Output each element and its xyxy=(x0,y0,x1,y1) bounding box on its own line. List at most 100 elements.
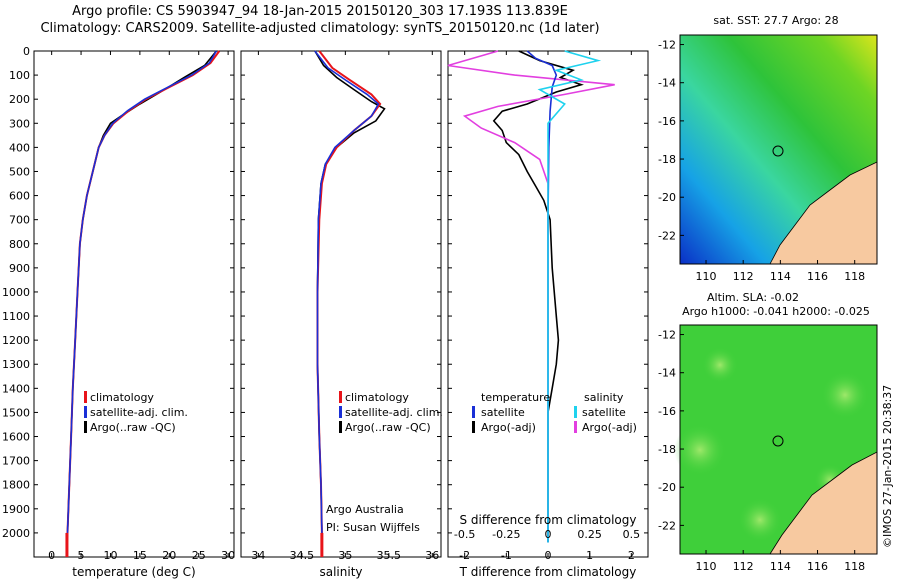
salinity-tick-label: 36 xyxy=(425,549,439,562)
depth-tick-label: 0 xyxy=(23,45,30,58)
sla-argo-marker xyxy=(772,435,784,447)
salinity-tick-label: 35 xyxy=(338,549,352,562)
map-lat-tick-label: -14 xyxy=(658,367,676,380)
legend-argo: Argo(..raw -QC) xyxy=(90,421,176,434)
legend-s-argo: Argo(-adj) xyxy=(582,421,637,434)
map-lat-tick-label: -18 xyxy=(658,153,676,166)
series-line-temperature-satellite-adj-clim- xyxy=(66,50,218,546)
sst-map: sat. SST: 27.7 Argo: 28 -12 -14 -16 -18 -20 -… xyxy=(658,14,878,283)
legend-swatch-satellite xyxy=(84,406,87,418)
map-lat-tick-label: -16 xyxy=(658,115,676,128)
depth-tick-label: 800 xyxy=(9,238,30,251)
sla-map-title1: Altim. SLA: -0.02 xyxy=(707,291,799,304)
difference-t-tick-label: 2 xyxy=(628,549,635,562)
temperature-legend: climatology satellite-adj. clim. Argo(..… xyxy=(84,391,188,434)
figure-title-line1: Argo profile: CS 5903947_94 18-Jan-2015 … xyxy=(72,4,568,19)
temperature-panel xyxy=(33,50,235,558)
map-lon-tick-label: 110 xyxy=(696,560,717,573)
depth-tick-label: 1700 xyxy=(2,455,30,468)
depth-tick-label: 400 xyxy=(9,141,30,154)
map-lat-tick-label: -18 xyxy=(658,443,676,456)
difference-s-tick-label: -0.5 xyxy=(454,528,475,541)
depth-tick-label: 1300 xyxy=(2,358,30,371)
legend-t-argo: Argo(-adj) xyxy=(481,421,536,434)
depth-tick-label: 500 xyxy=(9,165,30,178)
depth-tick-label: 100 xyxy=(9,69,30,82)
legend-swatch-t-argo xyxy=(472,421,475,433)
legend-t-satellite: satellite xyxy=(481,406,525,419)
salinity-panel xyxy=(240,50,442,558)
legend-climatology: climatology xyxy=(345,391,409,404)
map-lon-tick-label: 110 xyxy=(696,270,717,283)
sla-map-title2: Argo h1000: -0.041 h2000: -0.025 xyxy=(682,305,870,318)
difference-top-label: S difference from climatology xyxy=(460,513,637,527)
map-lon-tick-label: 118 xyxy=(844,560,865,573)
difference-t-tick-label: 1 xyxy=(586,549,593,562)
timestamp-stamp: ©IMOS 27-Jan-2015 20:38:37 xyxy=(881,384,894,548)
legend-temperature-head: temperature xyxy=(481,391,550,404)
depth-tick-label: 1000 xyxy=(2,286,30,299)
legend-swatch-s-argo xyxy=(574,421,577,433)
sst-map-title: sat. SST: 27.7 Argo: 28 xyxy=(713,14,838,27)
legend-satellite: satellite-adj. clim. xyxy=(90,406,188,419)
sla-map: Altim. SLA: -0.02 Argo h1000: -0.041 h20… xyxy=(658,291,878,573)
temperature-tick-label: 20 xyxy=(162,549,176,562)
legend-swatch-t-satellite xyxy=(472,406,475,418)
map-lat-tick-label: -22 xyxy=(658,229,676,242)
difference-t-tick-label: 0 xyxy=(545,549,552,562)
legend-climatology: climatology xyxy=(90,391,154,404)
difference-s-tick-label: 0.25 xyxy=(577,528,602,541)
series-line-temperature-climatology xyxy=(65,50,221,546)
series-line-difference-salinity-satellite xyxy=(537,50,602,543)
legend-swatch-satellite xyxy=(339,406,342,418)
depth-tick-label: 2000 xyxy=(2,527,30,540)
temperature-tick-label: 5 xyxy=(78,549,85,562)
map-lat-tick-label: -12 xyxy=(658,39,676,52)
difference-t-tick-label: -2 xyxy=(459,549,470,562)
salinity-annotation-institution: Argo Australia xyxy=(326,503,404,516)
depth-tick-label: 1900 xyxy=(2,503,30,516)
difference-s-tick-label: 0.5 xyxy=(623,528,641,541)
temperature-tick-label: 30 xyxy=(221,549,235,562)
depth-tick-label: 700 xyxy=(9,214,30,227)
legend-swatch-s-satellite xyxy=(574,406,577,418)
salinity-legend: climatology satellite-adj. clim. Argo(..… xyxy=(326,391,443,534)
map-lon-tick-label: 114 xyxy=(770,270,791,283)
temperature-xlabel: temperature (deg C) xyxy=(72,565,195,579)
series-line-salinity-climatology xyxy=(316,50,382,545)
map-lon-tick-label: 112 xyxy=(733,560,754,573)
series-line-temperature-argo-raw-qc- xyxy=(66,50,218,543)
series-line-difference-temperature-satellite xyxy=(526,50,558,543)
legend-satellite: satellite-adj. clim. xyxy=(345,406,443,419)
legend-s-satellite: satellite xyxy=(582,406,626,419)
legend-swatch-argo xyxy=(339,421,342,433)
depth-tick-label: 1200 xyxy=(2,334,30,347)
legend-salinity-head: salinity xyxy=(584,391,624,404)
depth-tick-label: 300 xyxy=(9,117,30,130)
series-line-difference-salinity-argo-adj- xyxy=(447,50,615,543)
legend-argo: Argo(..raw -QC) xyxy=(345,421,431,434)
x-axes: 0 5 10 15 20 25 30 34 34.5 35 35.5 36 -2 -1 0 1 2 -0.5 -0.… xyxy=(48,51,640,562)
series-line-difference-temperature-argo-adj- xyxy=(492,50,584,543)
salinity-tick-label: 34.5 xyxy=(290,549,315,562)
temperature-tick-label: 0 xyxy=(48,549,55,562)
series-line-salinity-satellite-adj-clim- xyxy=(314,50,380,545)
figure-title-line2: Climatology: CARS2009. Satellite-adjuste… xyxy=(40,21,600,36)
map-lon-tick-label: 112 xyxy=(733,270,754,283)
depth-axis: 0 100 200 300 400 500 600 700 800 900 1000 1100 1200… xyxy=(2,45,648,540)
temperature-tick-label: 25 xyxy=(192,549,206,562)
profile-lines xyxy=(65,50,615,557)
map-lat-tick-label: -14 xyxy=(658,77,676,90)
legend-swatch-climatology xyxy=(339,391,342,403)
series-line-salinity-argo-raw-qc- xyxy=(314,50,386,543)
depth-tick-label: 900 xyxy=(9,262,30,275)
map-lon-tick-label: 114 xyxy=(770,560,791,573)
salinity-xlabel: salinity xyxy=(319,565,362,579)
map-lat-tick-label: -20 xyxy=(658,191,676,204)
difference-t-tick-label: -1 xyxy=(501,549,512,562)
depth-tick-label: 1500 xyxy=(2,406,30,419)
depth-tick-label: 600 xyxy=(9,190,30,203)
difference-legend: temperature satellite Argo(-adj) salinit… xyxy=(472,391,637,434)
salinity-annotation-pi: PI: Susan Wijffels xyxy=(326,521,420,534)
